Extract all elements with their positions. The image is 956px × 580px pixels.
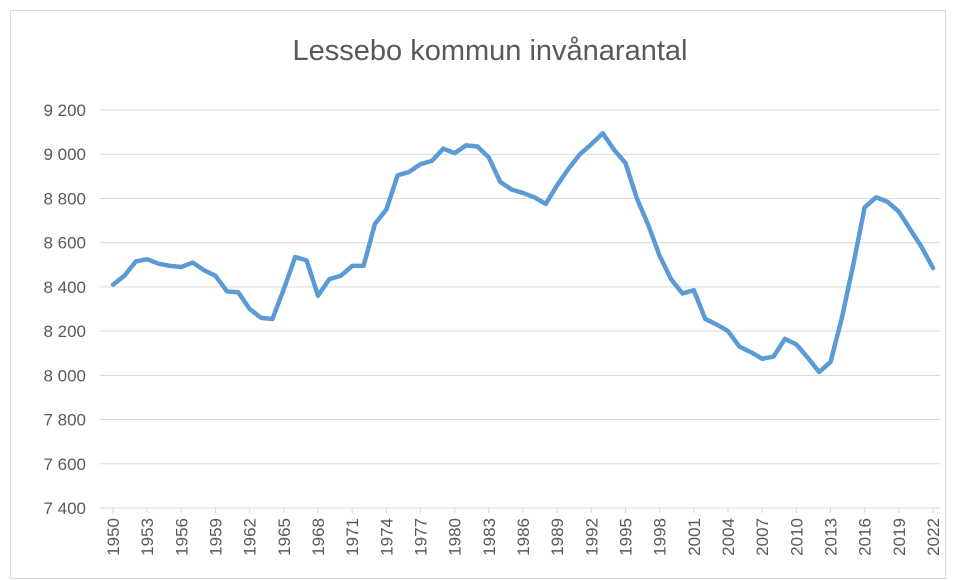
- y-tick-label: 8 600: [43, 234, 86, 253]
- y-tick-label: 9 000: [43, 145, 86, 164]
- x-tick-label: 1980: [446, 518, 465, 556]
- y-tick-label: 8 400: [43, 278, 86, 297]
- y-tick-label: 7 600: [43, 455, 86, 474]
- y-tick-label: 7 400: [43, 499, 86, 518]
- x-tick-label: 1959: [207, 518, 226, 556]
- y-tick-label: 7 800: [43, 411, 86, 430]
- y-tick-label: 8 200: [43, 322, 86, 341]
- x-tick-label: 1989: [548, 518, 567, 556]
- x-tick-label: 1953: [138, 518, 157, 556]
- x-tick-label: 1968: [309, 518, 328, 556]
- x-tick-label: 1992: [582, 518, 601, 556]
- x-tick-label: 2019: [890, 518, 909, 556]
- chart-title: Lessebo kommun invånarantal: [293, 35, 688, 67]
- x-tick-label: 1974: [377, 518, 396, 556]
- chart-border: [10, 10, 946, 579]
- x-tick-label: 1962: [241, 518, 260, 556]
- x-tick-label: 2004: [719, 518, 738, 556]
- x-tick-label: 2016: [856, 518, 875, 556]
- y-tick-label: 8 800: [43, 189, 86, 208]
- x-tick-label: 1998: [651, 518, 670, 556]
- x-tick-label: 1956: [172, 518, 191, 556]
- x-tick-label: 1986: [514, 518, 533, 556]
- x-tick-label: 1971: [343, 518, 362, 556]
- x-tick-label: 2013: [822, 518, 841, 556]
- x-tick-label: 1995: [617, 518, 636, 556]
- x-tick-label: 2010: [787, 518, 806, 556]
- x-tick-label: 2022: [924, 518, 943, 556]
- x-tick-label: 1950: [104, 518, 123, 556]
- y-tick-label: 9 200: [43, 101, 86, 120]
- x-tick-label: 2007: [753, 518, 772, 556]
- y-tick-label: 8 000: [43, 366, 86, 385]
- x-tick-label: 1983: [480, 518, 499, 556]
- x-tick-label: 1977: [412, 518, 431, 556]
- x-tick-label: 2001: [685, 518, 704, 556]
- data-line: [110, 130, 936, 375]
- x-tick-label: 1965: [275, 518, 294, 556]
